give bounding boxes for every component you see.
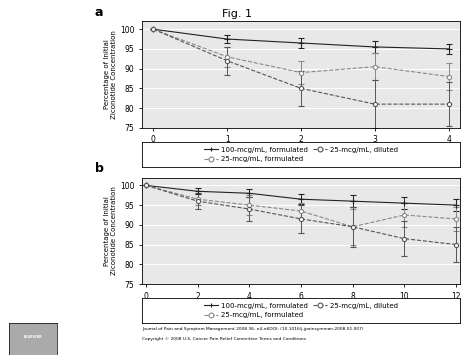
- Text: Copyright © 2008 U.S. Cancer Pain Relief Committee Terms and Conditions: Copyright © 2008 U.S. Cancer Pain Relief…: [142, 337, 306, 341]
- Legend: 100-mcg/mL, formulated, 25-mcg/mL, formulated, 25-mcg/mL, diluted: 100-mcg/mL, formulated, 25-mcg/mL, formu…: [202, 144, 400, 164]
- Y-axis label: Percentage of Initial
Ziconotide Concentration: Percentage of Initial Ziconotide Concent…: [104, 30, 117, 119]
- Text: Fig. 1: Fig. 1: [222, 9, 252, 19]
- Text: Journal of Pain and Symptom Management 2008 36, e4-e6DOI: (10.1016/j.jpainsymman: Journal of Pain and Symptom Management 2…: [142, 327, 364, 331]
- Text: a: a: [94, 6, 103, 19]
- X-axis label: Sampling Week: Sampling Week: [268, 304, 334, 312]
- Y-axis label: Percentage of Initial
Ziconotide Concentration: Percentage of Initial Ziconotide Concent…: [104, 186, 117, 275]
- Legend: 100-mcg/mL, formulated, 25-mcg/mL, formulated, 25-mcg/mL, diluted: 100-mcg/mL, formulated, 25-mcg/mL, formu…: [202, 301, 400, 321]
- X-axis label: Sampling Week: Sampling Week: [268, 147, 334, 156]
- Text: ELSEVIER: ELSEVIER: [24, 335, 43, 339]
- Text: b: b: [94, 162, 103, 175]
